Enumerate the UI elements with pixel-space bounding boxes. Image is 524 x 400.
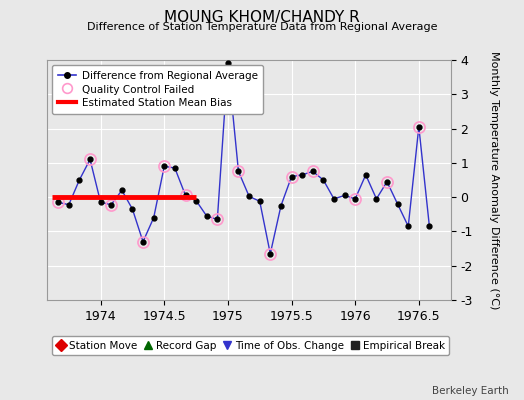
Text: MOUNG KHOM/CHANDY R: MOUNG KHOM/CHANDY R — [164, 10, 360, 25]
Legend: Station Move, Record Gap, Time of Obs. Change, Empirical Break: Station Move, Record Gap, Time of Obs. C… — [52, 336, 449, 355]
Text: Berkeley Earth: Berkeley Earth — [432, 386, 508, 396]
Y-axis label: Monthly Temperature Anomaly Difference (°C): Monthly Temperature Anomaly Difference (… — [489, 51, 499, 309]
Text: Difference of Station Temperature Data from Regional Average: Difference of Station Temperature Data f… — [87, 22, 437, 32]
